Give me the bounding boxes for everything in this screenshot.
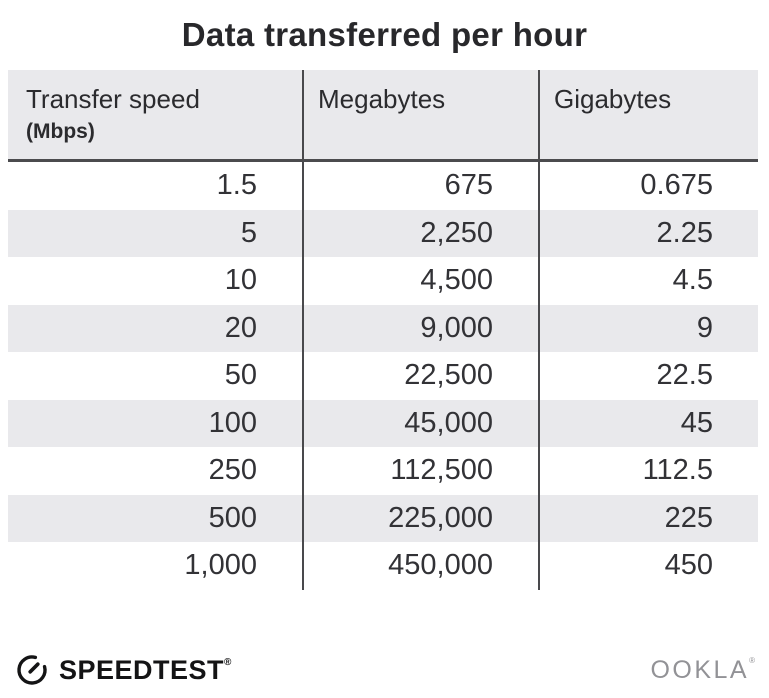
table-cell: 500 bbox=[208, 501, 257, 534]
table-cell: 450 bbox=[538, 542, 758, 590]
table-row: 5 2,250 2.25 bbox=[8, 209, 758, 257]
table-cell: 20 bbox=[224, 311, 257, 344]
speedtest-wordmark: SPEEDTEST® bbox=[59, 654, 232, 685]
table-cell: 10 bbox=[224, 264, 257, 297]
table-cell: 2,250 bbox=[302, 209, 538, 257]
table-cell: 45,000 bbox=[302, 399, 538, 447]
table-cell: 50 bbox=[224, 359, 257, 392]
table-header-row: Transfer speed (Mbps) Megabytes Gigabyte… bbox=[8, 70, 758, 162]
table-cell: 45 bbox=[538, 399, 758, 447]
table-cell: 1,000 bbox=[184, 549, 257, 582]
registered-trademark-icon: ® bbox=[224, 656, 232, 668]
header-label: Megabytes bbox=[318, 84, 446, 114]
table-cell: 225 bbox=[538, 494, 758, 542]
table-cell: 9 bbox=[538, 304, 758, 352]
table-row: 100 45,000 45 bbox=[8, 399, 758, 447]
table-cell: 100 bbox=[208, 406, 257, 439]
header-cell-gigabytes: Gigabytes bbox=[538, 70, 758, 159]
header-sublabel-mbps: (Mbps) bbox=[26, 119, 95, 143]
table-cell: 250 bbox=[208, 454, 257, 487]
table-row: 1,000 450,000 450 bbox=[8, 542, 758, 590]
table-cell: 112.5 bbox=[538, 447, 758, 495]
header-label: Gigabytes bbox=[554, 84, 672, 114]
table-row: 1.5 675 0.675 bbox=[8, 162, 758, 210]
table-row: 250 112,500 112.5 bbox=[8, 447, 758, 495]
footer: SPEEDTEST® OOKLA ® bbox=[14, 648, 755, 692]
table-row: 500 225,000 225 bbox=[8, 494, 758, 542]
table-body: 1.5 675 0.675 5 2,250 2.25 10 4,500 4.5 20 9,000 9 5… bbox=[8, 162, 758, 590]
table-cell: 2.25 bbox=[538, 209, 758, 257]
chart-title: Data transferred per hour bbox=[181, 16, 588, 53]
data-table: Transfer speed (Mbps) Megabytes Gigabyte… bbox=[8, 70, 758, 590]
speedtest-logo: SPEEDTEST® bbox=[14, 652, 232, 688]
ookla-logo: OOKLA ® bbox=[650, 656, 755, 685]
table-cell: 225,000 bbox=[302, 494, 538, 542]
header-cell-megabytes: Megabytes bbox=[302, 70, 538, 159]
table-cell: 112,500 bbox=[302, 447, 538, 495]
table-cell: 450,000 bbox=[302, 542, 538, 590]
table-row: 20 9,000 9 bbox=[8, 304, 758, 352]
table-row: 50 22,500 22.5 bbox=[8, 352, 758, 400]
table-cell: 1.5 bbox=[216, 169, 257, 202]
header-label: Transfer speed bbox=[26, 84, 200, 114]
ookla-registered-trademark-icon: ® bbox=[749, 655, 755, 665]
table-cell: 4.5 bbox=[538, 257, 758, 305]
table-cell: 22.5 bbox=[538, 352, 758, 400]
speedtest-gauge-icon bbox=[14, 652, 50, 688]
table-cell: 0.675 bbox=[538, 162, 758, 210]
table-cell: 9,000 bbox=[302, 304, 538, 352]
ookla-wordmark: OOKLA bbox=[650, 655, 750, 684]
table-cell: 675 bbox=[302, 162, 538, 210]
table-cell: 5 bbox=[240, 216, 257, 249]
table-row: 10 4,500 4.5 bbox=[8, 257, 758, 305]
table-cell: 4,500 bbox=[302, 257, 538, 305]
table-cell: 22,500 bbox=[302, 352, 538, 400]
header-cell-transfer-speed: Transfer speed (Mbps) bbox=[8, 70, 302, 159]
